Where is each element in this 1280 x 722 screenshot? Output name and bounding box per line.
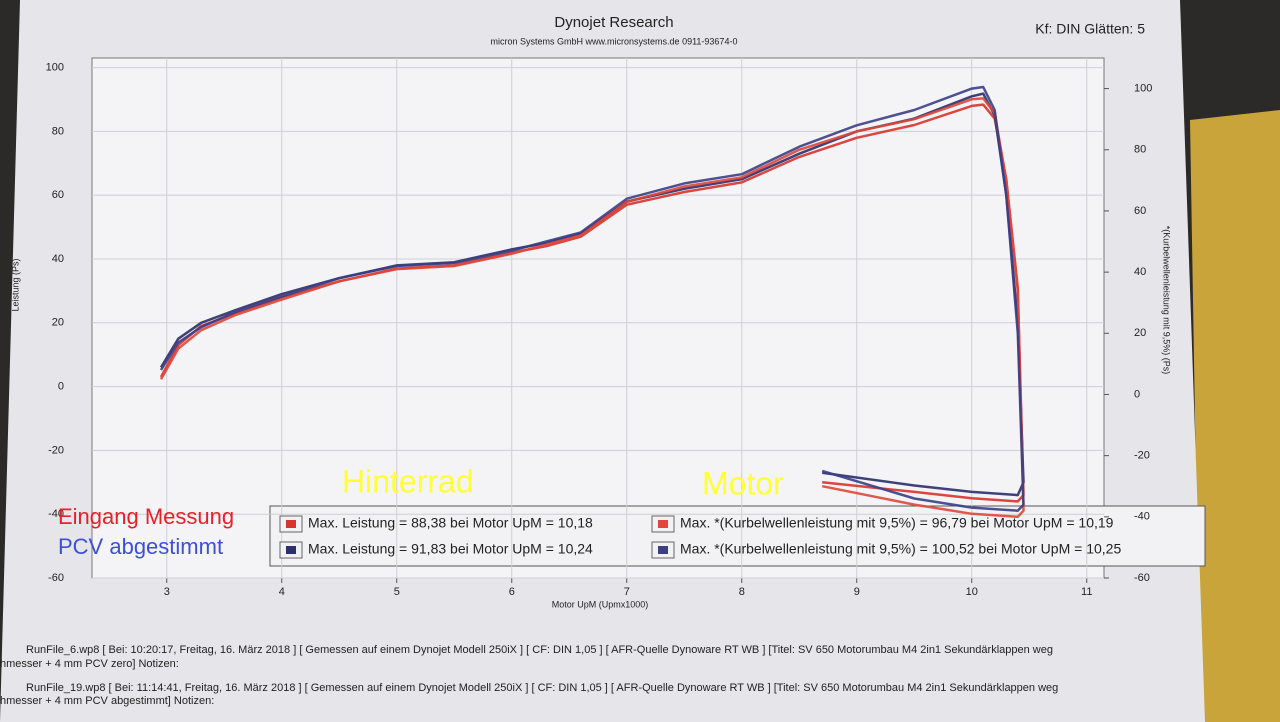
y2-tick-label: -20 — [1134, 450, 1150, 462]
y-tick-label: 40 — [52, 253, 64, 265]
legend-label: Max. Leistung = 88,38 bei Motor UpM = 10… — [308, 515, 593, 531]
annotation: Eingang Messung — [58, 504, 234, 529]
annotation: Hinterrad — [342, 463, 474, 499]
header-right: Kf: DIN Glätten: 5 — [1035, 21, 1145, 37]
y2-tick-label: 40 — [1134, 266, 1146, 278]
y-axis-label: Leistung (Ps) — [10, 258, 20, 311]
lines — [159, 85, 1025, 519]
footer-line: hmesser + 4 mm PCV abgestimmt] Notizen: — [0, 695, 214, 707]
y-tick-label: 20 — [52, 317, 64, 329]
grid: 3 4 5 6 7 8 9 10 11 -60 -40 -20 0 20 40 60 80 100 -60 -40 -2… — [46, 58, 1152, 598]
y-tick-label: 60 — [52, 189, 64, 201]
y-tick-label: 0 — [58, 380, 64, 392]
chart-subtitle: micron Systems GmbH www.micronsystems.de… — [491, 36, 738, 46]
y-tick-label: 80 — [52, 125, 64, 137]
x-tick-label: 6 — [509, 586, 515, 598]
x-tick-label: 10 — [966, 586, 978, 598]
legend-color — [286, 546, 296, 554]
legend-box — [269, 505, 1206, 567]
annotation: PCV abgestimmt — [58, 534, 223, 559]
legend-color — [658, 520, 668, 528]
legend-label: Max. *(Kurbelwellenleistung mit 9,5%) = … — [680, 515, 1114, 531]
footer: RunFile_6.wp8 [ Bei: 10:20:17, Freitag, … — [0, 644, 1058, 707]
annotation: Motor — [702, 465, 784, 501]
x-tick-label: 3 — [164, 586, 170, 598]
annotations: Hinterrad Motor Eingang Messung PCV abgesti… — [58, 463, 784, 558]
x-tick-label: 5 — [394, 586, 400, 598]
footer-line: hmesser + 4 mm PCV zero] Notizen: — [0, 658, 179, 670]
legend: Max. Leistung = 88,38 bei Motor UpM = 10… — [279, 515, 1121, 559]
y-tick-label: -20 — [48, 444, 64, 456]
y-tick-label: 100 — [46, 61, 64, 73]
legend-color — [286, 520, 296, 528]
y2-tick-label: 100 — [1134, 82, 1152, 94]
y2-axis-label: *(Kurbelwellenleistung mit 9,5%) (Ps) — [1162, 226, 1172, 375]
footer-line: RunFile_19.wp8 [ Bei: 11:14:41, Freitag,… — [26, 682, 1058, 694]
y2-tick-label: -40 — [1134, 511, 1150, 523]
x-tick-label: 11 — [1081, 586, 1092, 598]
x-axis-label: Motor UpM (Upmx1000) — [552, 599, 649, 609]
y2-tick-label: 80 — [1134, 144, 1146, 156]
legend-label: Max. Leistung = 91,83 bei Motor UpM = 10… — [308, 541, 593, 557]
x-tick-label: 8 — [739, 586, 745, 598]
y2-tick-label: 0 — [1134, 388, 1140, 400]
y-tick-label: -60 — [48, 572, 64, 584]
y2-tick-label: -60 — [1134, 572, 1150, 584]
chart-title: Dynojet Research — [554, 14, 673, 31]
series-line — [159, 85, 1025, 512]
plot-area — [91, 57, 1105, 579]
x-tick-label: 4 — [279, 586, 285, 598]
table-edge — [1190, 110, 1280, 722]
y2-tick-label: 60 — [1134, 205, 1146, 217]
y-tick-label: -40 — [48, 508, 64, 520]
y2-tick-label: 20 — [1134, 327, 1146, 339]
x-tick-label: 7 — [624, 586, 630, 598]
footer-line: RunFile_6.wp8 [ Bei: 10:20:17, Freitag, … — [26, 644, 1053, 656]
x-tick-label: 9 — [854, 586, 860, 598]
legend-label: Max. *(Kurbelwellenleistung mit 9,5%) = … — [680, 541, 1121, 557]
legend-color — [658, 546, 668, 554]
